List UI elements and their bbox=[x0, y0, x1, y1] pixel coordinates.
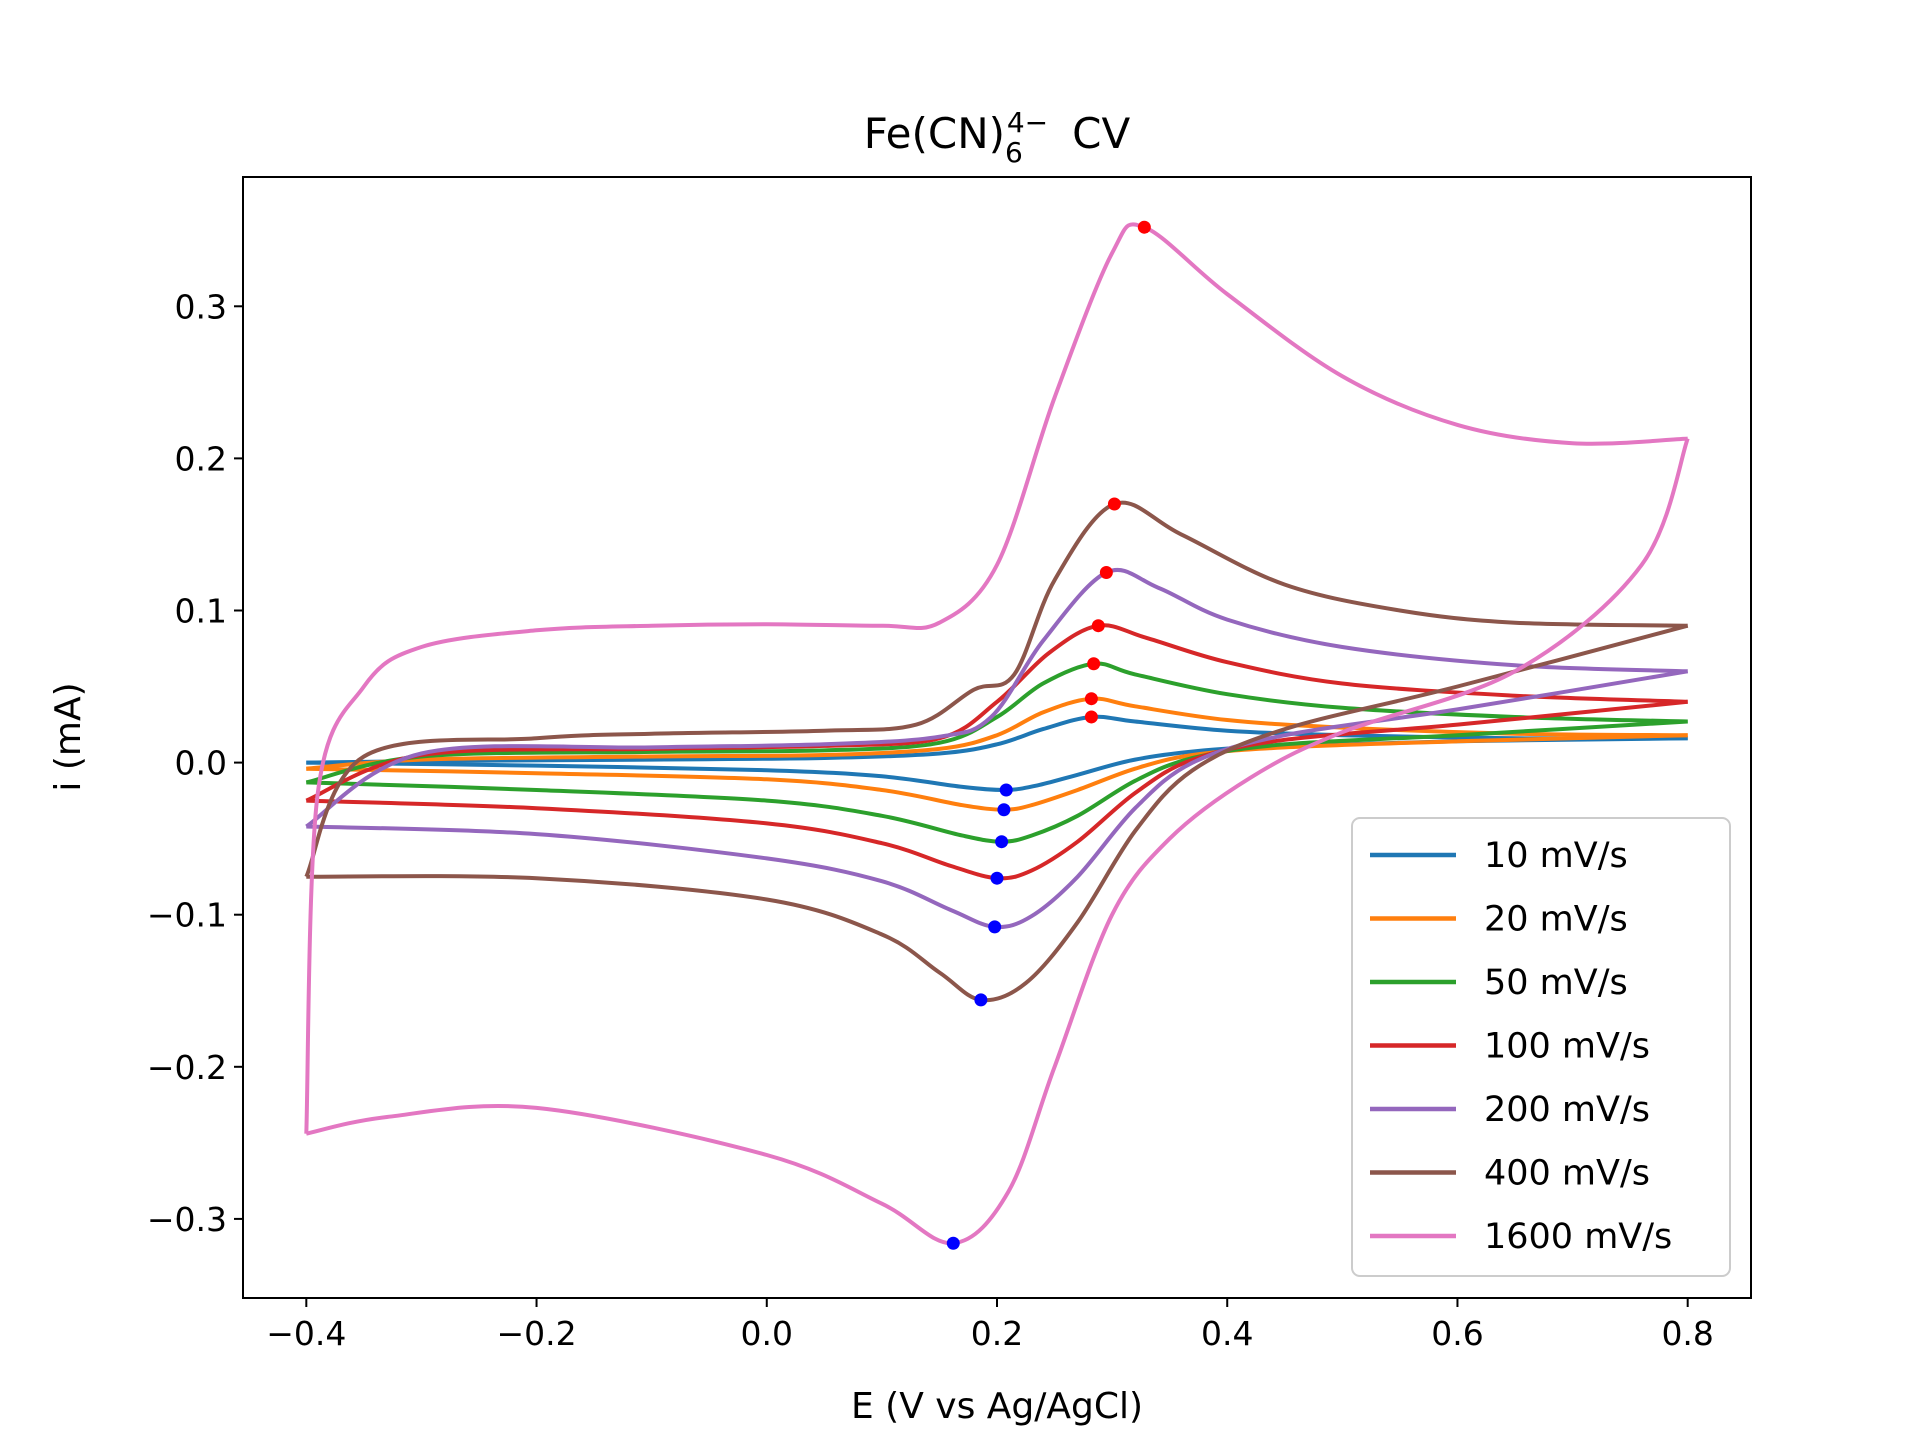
series-line-cathodic bbox=[306, 719, 1688, 844]
x-tick-label: 0.2 bbox=[971, 1314, 1023, 1353]
x-tick-label: 0.6 bbox=[1431, 1314, 1483, 1353]
legend: 10 mV/s 20 mV/s 50 mV/s 100 mV/s 200 mV/s 400… bbox=[1351, 817, 1731, 1277]
legend-item: 400 mV/s bbox=[1370, 1154, 1650, 1194]
anodic-peak-marker bbox=[1087, 657, 1101, 671]
legend-label: 20 mV/s bbox=[1484, 900, 1628, 940]
series-layer bbox=[304, 222, 1690, 1246]
legend-item: 1600 mV/s bbox=[1370, 1217, 1672, 1257]
x-tick-label: 0.4 bbox=[1201, 1314, 1253, 1353]
legend-item: 100 mV/s bbox=[1370, 1027, 1650, 1067]
title-subscript: 6 bbox=[1005, 136, 1023, 169]
cathodic-peak-marker bbox=[995, 835, 1009, 849]
y-tick-label: −0.2 bbox=[147, 1048, 227, 1087]
cathodic-peak-marker bbox=[997, 803, 1011, 817]
series-line-cathodic bbox=[306, 733, 1688, 812]
series-4 bbox=[305, 568, 1689, 930]
y-axis-label: i (mA) bbox=[48, 682, 89, 791]
legend-label: 100 mV/s bbox=[1484, 1027, 1650, 1067]
anodic-peak-marker bbox=[1084, 692, 1098, 706]
y-tick-label: −0.1 bbox=[147, 896, 227, 935]
legend-item: 10 mV/s bbox=[1370, 836, 1628, 876]
x-tick-label: −0.4 bbox=[266, 1314, 346, 1353]
x-tick-label: 0.8 bbox=[1661, 1314, 1713, 1353]
series-line-anodic bbox=[304, 222, 1688, 1134]
y-tick-label: 0.0 bbox=[175, 744, 227, 783]
legend-label: 50 mV/s bbox=[1484, 963, 1628, 1003]
anodic-peak-marker bbox=[1107, 497, 1121, 511]
anodic-peak-marker bbox=[1137, 220, 1151, 234]
series-line-cathodic bbox=[306, 669, 1689, 930]
anodic-peak-marker bbox=[1091, 619, 1105, 633]
series-line-anodic bbox=[304, 500, 1688, 878]
series-2 bbox=[305, 661, 1688, 844]
title-rest: CV bbox=[1072, 109, 1130, 158]
y-axis-ticks: −0.3 −0.2 −0.1 0.0 0.1 0.2 0.3 bbox=[147, 287, 243, 1239]
series-6 bbox=[304, 222, 1690, 1246]
anodic-peak-marker bbox=[1099, 565, 1113, 579]
x-tick-label: 0.0 bbox=[741, 1314, 793, 1353]
series-line-anodic bbox=[305, 568, 1688, 829]
cathodic-peak-marker bbox=[988, 920, 1002, 934]
legend-label: 200 mV/s bbox=[1484, 1090, 1650, 1130]
series-line-anodic bbox=[305, 661, 1688, 785]
y-tick-label: 0.2 bbox=[175, 439, 227, 478]
series-line-cathodic bbox=[306, 699, 1688, 881]
legend-box bbox=[1351, 817, 1731, 1277]
series-5 bbox=[304, 500, 1689, 1003]
title-base: Fe(CN) bbox=[864, 109, 1005, 158]
y-tick-label: 0.3 bbox=[175, 287, 227, 326]
anodic-peak-marker bbox=[1084, 710, 1098, 724]
y-tick-label: 0.1 bbox=[175, 591, 227, 630]
legend-item: 50 mV/s bbox=[1370, 963, 1628, 1003]
series-line-cathodic bbox=[306, 623, 1689, 1003]
legend-items: 10 mV/s 20 mV/s 50 mV/s 100 mV/s 200 mV/s 400… bbox=[1370, 836, 1672, 1257]
legend-label: 1600 mV/s bbox=[1484, 1217, 1672, 1257]
cathodic-peak-marker bbox=[974, 993, 988, 1007]
peak-markers bbox=[946, 220, 1151, 1250]
legend-item: 200 mV/s bbox=[1370, 1090, 1650, 1130]
y-tick-label: −0.3 bbox=[147, 1200, 227, 1239]
legend-item: 20 mV/s bbox=[1370, 900, 1628, 940]
x-axis-label: E (V vs Ag/AgCl) bbox=[851, 1386, 1143, 1427]
x-axis-ticks: −0.4 −0.2 0.0 0.2 0.4 0.6 0.8 bbox=[266, 1298, 1714, 1353]
title-superscript: 4− bbox=[1007, 106, 1048, 139]
series-3 bbox=[305, 623, 1688, 881]
legend-label: 10 mV/s bbox=[1484, 836, 1628, 876]
cathodic-peak-marker bbox=[946, 1236, 960, 1250]
x-tick-label: −0.2 bbox=[496, 1314, 576, 1353]
legend-label: 400 mV/s bbox=[1484, 1154, 1650, 1194]
chart-title: Fe(CN)64− CV bbox=[864, 106, 1131, 169]
cathodic-peak-marker bbox=[999, 783, 1013, 797]
series-line-anodic bbox=[305, 623, 1688, 803]
series-line-cathodic bbox=[305, 437, 1690, 1246]
cathodic-peak-marker bbox=[990, 871, 1004, 885]
